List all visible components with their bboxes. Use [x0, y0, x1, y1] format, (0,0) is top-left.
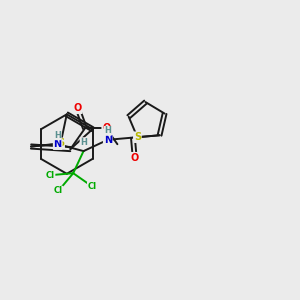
Text: O: O — [74, 103, 82, 113]
Text: Cl: Cl — [88, 182, 97, 191]
Text: H: H — [104, 126, 111, 135]
Text: Cl: Cl — [54, 187, 63, 196]
Text: Cl: Cl — [46, 171, 55, 180]
Text: H: H — [80, 138, 87, 147]
Text: S: S — [134, 132, 141, 142]
Text: O: O — [130, 153, 139, 163]
Text: N: N — [54, 139, 62, 149]
Text: N: N — [104, 135, 112, 145]
Text: O: O — [102, 123, 110, 134]
Text: H: H — [54, 131, 61, 140]
Text: S: S — [57, 138, 64, 148]
